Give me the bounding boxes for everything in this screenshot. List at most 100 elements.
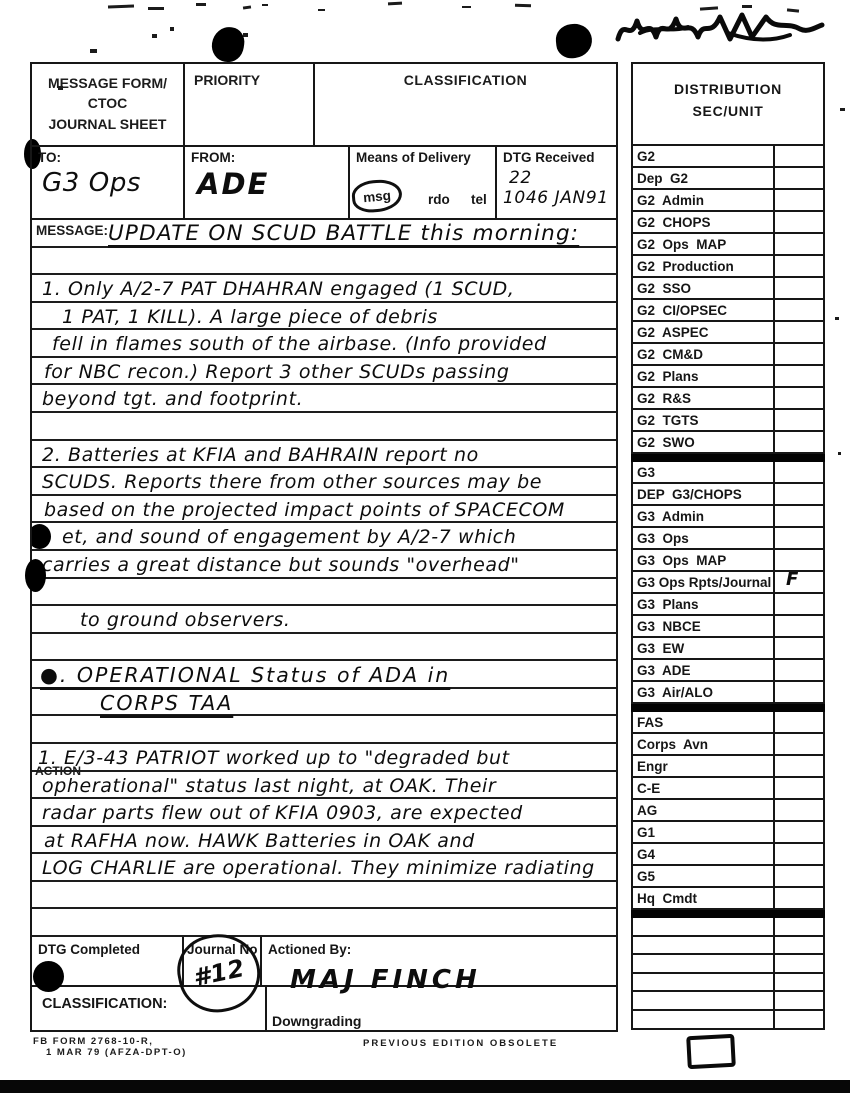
message-line: SCUDS. Reports there from other sources … <box>32 468 616 496</box>
distribution-mark-cell <box>775 638 823 658</box>
scan-speck <box>152 34 157 38</box>
downgrading-label: Downgrading <box>272 1013 362 1029</box>
distribution-mark-cell <box>775 955 823 972</box>
distribution-unit-label: Hq Cmdt <box>633 888 775 908</box>
distribution-unit-label: G2 TGTS <box>633 410 775 430</box>
distribution-table: DISTRIBUTION SEC/UNIT G2 Dep G2 G2 Admin G2… <box>631 62 825 1030</box>
distribution-unit-label: G3 Plans <box>633 594 775 614</box>
actioned-by-label: Actioned By: <box>268 942 352 957</box>
distribution-row-blank <box>631 955 825 974</box>
distribution-row: G1 <box>631 822 825 844</box>
message-line: LOG CHARLIE are operational. They minimi… <box>32 854 616 882</box>
distribution-unit-label: G3 EW <box>633 638 775 658</box>
distribution-mark-cell <box>775 822 823 842</box>
scan-speck <box>243 33 248 37</box>
distribution-unit-label: G2 R&S <box>633 388 775 408</box>
scan-speck <box>514 3 532 8</box>
distribution-mark-cell <box>775 462 823 482</box>
distribution-row-blank <box>631 973 825 993</box>
distribution-unit-label: G2 CI/OPSEC <box>633 300 775 320</box>
from-value-handwritten: ADE <box>197 167 270 201</box>
distribution-mark-cell <box>775 278 823 298</box>
distribution-unit-label: G2 SWO <box>633 432 775 452</box>
handwritten-text: based on the projected impact points of … <box>44 498 565 521</box>
message-line <box>32 882 616 910</box>
distribution-mark-cell <box>775 234 823 254</box>
classification-bottom-row: CLASSIFICATION: Downgrading <box>32 987 616 1030</box>
distribution-row: G3 ADE <box>631 660 825 682</box>
distribution-mark-cell <box>775 528 823 548</box>
distribution-mark-cell <box>775 506 823 526</box>
handwritten-text: 2. Batteries at KFIA and BAHRAIN report … <box>42 443 479 466</box>
distribution-header: DISTRIBUTION SEC/UNIT <box>631 62 825 146</box>
distribution-row: G3 Plans <box>631 594 825 616</box>
message-line: based on the projected impact points of … <box>32 496 616 524</box>
handwritten-text: et, and sound of engagement by A/2-7 whi… <box>62 526 517 549</box>
ink-blot <box>25 559 46 592</box>
distribution-row: G3 EW <box>631 638 825 660</box>
routing-row: TO: G3 Ops FROM: ADE Means of Delivery m… <box>32 147 616 220</box>
scan-speck <box>742 5 752 8</box>
distribution-mark-cell <box>775 322 823 342</box>
distribution-mark-cell <box>775 712 823 732</box>
distribution-unit-label: Engr <box>633 756 775 776</box>
distribution-unit-label: DEP G3/CHOPS <box>633 484 775 504</box>
distribution-unit-label: G2 CHOPS <box>633 212 775 232</box>
from-label: FROM: <box>191 150 236 165</box>
message-line: opherational" status last night, at OAK.… <box>32 772 616 800</box>
handwritten-text: radar parts flew out of KFIA 0903, are e… <box>42 802 523 825</box>
distribution-row: FAS <box>631 712 825 734</box>
distribution-unit-label: G2 ASPEC <box>633 322 775 342</box>
distribution-unit-label: FAS <box>633 712 775 732</box>
form-title-line: MESSAGE FORM/ <box>47 75 167 91</box>
distribution-mark-cell <box>775 344 823 364</box>
message-line: carries a great distance but sounds "ove… <box>32 551 616 579</box>
distribution-unit-label <box>633 936 775 954</box>
form-date: 1 MAR 79 (AFZA-DPT-O) <box>46 1047 187 1058</box>
distribution-unit-label <box>633 918 775 935</box>
message-line: fell in flames south of the airbase. (In… <box>32 330 616 358</box>
distribution-mark-cell <box>775 844 823 864</box>
distribution-unit-label: G3 Admin <box>633 506 775 526</box>
scan-speck <box>107 4 135 9</box>
message-line: to ground observers. <box>32 606 616 634</box>
distribution-mark-cell <box>775 484 823 504</box>
distribution-row: G2 CHOPS <box>631 212 825 234</box>
scan-speck <box>196 3 206 6</box>
handwritten-text: ●. OPERATIONAL Status of ADA in <box>40 663 451 688</box>
distribution-row: G3 Admin <box>631 506 825 528</box>
distribution-unit-label: G2 Plans <box>633 366 775 386</box>
message-line: at RAFHA now. HAWK Batteries in OAK and <box>32 827 616 855</box>
message-line <box>32 716 616 744</box>
journal-no-field: Journal No <box>184 937 262 985</box>
handwritten-text: SCUDS. Reports there from other sources … <box>42 471 543 494</box>
distribution-mark-cell <box>775 550 823 570</box>
priority-field: PRIORITY <box>185 64 315 145</box>
message-line: 1 PAT, 1 KILL). A large piece of debris <box>32 303 616 331</box>
distribution-row: G2 SSO <box>631 278 825 300</box>
distribution-row-blank <box>631 992 825 1011</box>
scan-speck <box>387 1 403 6</box>
scan-speck <box>835 317 839 320</box>
scan-speck <box>262 4 268 6</box>
handwritten-text: CORPS TAA <box>100 690 234 715</box>
distribution-unit-label: G3 NBCE <box>633 616 775 636</box>
form-number: FB FORM 2768-10-R, <box>33 1036 154 1047</box>
distribution-mark-cell <box>775 594 823 614</box>
distribution-unit-label: Dep G2 <box>633 168 775 188</box>
section-divider <box>631 454 825 462</box>
distribution-mark-cell <box>775 190 823 210</box>
distribution-mark-cell <box>775 800 823 820</box>
scan-speck <box>462 6 471 8</box>
distribution-mark-cell <box>775 888 823 908</box>
message-line: 1. E/3-43 PATRIOT worked up to "degraded… <box>32 744 616 772</box>
distribution-row: DEP G3/CHOPS <box>631 484 825 506</box>
message-line: radar parts flew out of KFIA 0903, are e… <box>32 799 616 827</box>
distribution-unit-label: G3 Air/ALO <box>633 682 775 702</box>
form-header-row: MESSAGE FORM/ CTOC JOURNAL SHEET PRIORIT… <box>32 64 616 147</box>
dtg-received-time-handwritten: 1046 JAN91 <box>503 188 609 208</box>
message-line <box>32 909 616 937</box>
distribution-unit-label: G2 Admin <box>633 190 775 210</box>
means-of-delivery-field: Means of Delivery msg rdo tel <box>350 147 497 218</box>
